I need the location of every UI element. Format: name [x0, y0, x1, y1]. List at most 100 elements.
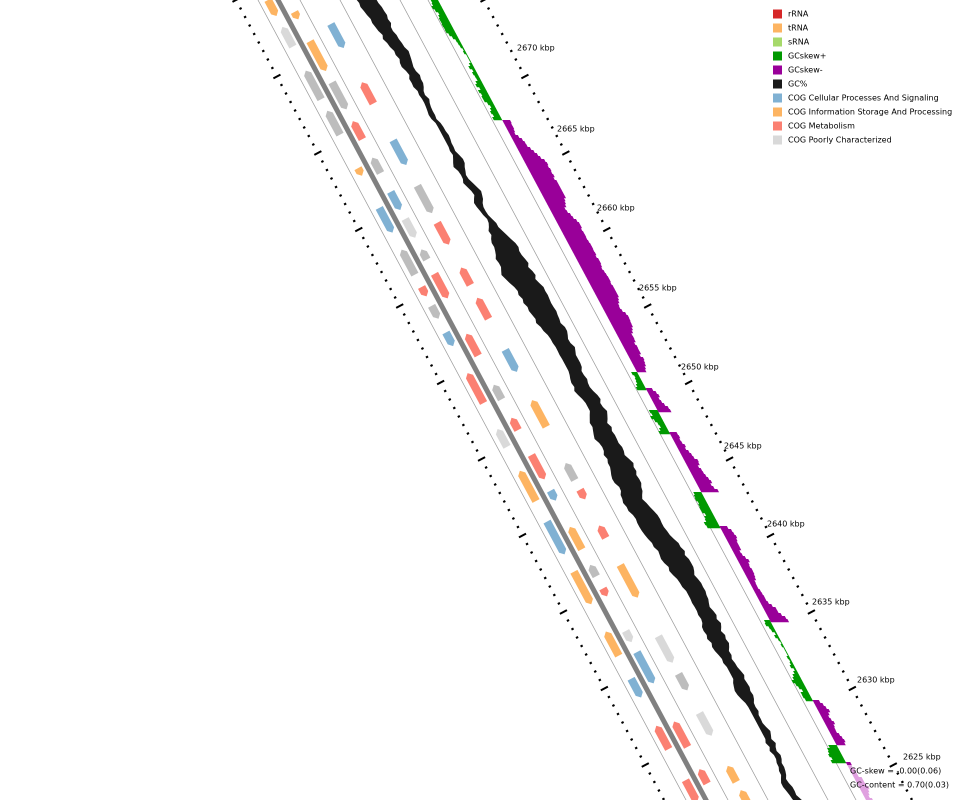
gc-skew-bar	[783, 647, 786, 651]
gc-skew-bar	[471, 72, 479, 76]
ruler-tick	[737, 474, 741, 478]
gc-skew-bar	[606, 315, 630, 319]
gene-arrow	[465, 373, 488, 405]
ruler-tick	[248, 24, 252, 27]
ruler-tick	[484, 466, 488, 469]
gene-feature	[576, 487, 587, 500]
gc-skew-bar	[492, 114, 501, 118]
gc-skew-bar	[479, 87, 487, 91]
ruler-tick	[425, 355, 429, 359]
gene-feature	[419, 249, 431, 262]
legend-label: rRNA	[788, 10, 809, 19]
tracks	[232, 0, 913, 800]
legend-swatch	[773, 37, 782, 47]
gc-skew-bar	[693, 477, 710, 481]
gc-skew-bar	[686, 465, 700, 469]
gc-skew-bar	[448, 33, 458, 37]
ruler-tick	[448, 398, 452, 401]
ruler-tick	[561, 150, 570, 156]
gc-skew-bar	[476, 78, 482, 82]
gc-skew-bar	[585, 276, 610, 280]
gc-skew-bar	[700, 510, 713, 514]
gc-skew-bar	[852, 774, 859, 778]
gene-arrow	[588, 564, 600, 579]
gc-skew-bar	[510, 135, 520, 139]
gc-skew-bar	[635, 369, 647, 373]
ruler-tick	[750, 500, 754, 503]
ruler-tick	[732, 466, 736, 469]
gene-arrow	[654, 725, 673, 751]
gc-skew-bar	[601, 306, 621, 310]
ruler-tick	[643, 303, 652, 309]
gc-skew-bar	[694, 480, 713, 484]
gc-skew-bar	[698, 504, 710, 508]
gc-skew-bar	[471, 69, 477, 73]
ruler-tick	[869, 721, 873, 724]
gc-skew-bar	[441, 24, 453, 28]
ruler-tick	[325, 168, 329, 172]
gene-feature	[616, 563, 640, 598]
gc-skew-bar	[657, 422, 666, 426]
gc-skew-bar	[677, 447, 687, 451]
gc-skew-bar	[764, 610, 779, 614]
gene-arrow	[695, 711, 714, 736]
gene-arrow	[697, 769, 711, 786]
gc-skew-bar	[459, 45, 464, 49]
scale-label: 2625 kbp	[903, 753, 941, 762]
gene-feature	[599, 586, 609, 597]
ruler-tick	[611, 704, 615, 707]
legend-label: tRNA	[788, 24, 809, 33]
gene-feature	[509, 417, 522, 432]
gc-skew-bar	[596, 297, 620, 301]
gene-arrow	[495, 429, 511, 449]
gene-arrow	[418, 285, 429, 297]
gc-skew-bar	[507, 129, 516, 133]
gc-skew-bar	[812, 700, 821, 704]
guide-line	[399, 0, 829, 800]
gc-skew-bar	[524, 162, 549, 166]
scale-label: 2670 kbp	[517, 44, 555, 53]
gc-skew-bar	[548, 207, 566, 211]
gc-skew-bar	[652, 400, 663, 404]
scale-label: 2635 kbp	[812, 598, 850, 607]
gc-skew-bar	[527, 168, 552, 172]
ruler-tick	[496, 24, 500, 27]
gene-feature	[389, 138, 408, 166]
gc-skew-bar	[656, 409, 672, 413]
gc-skew-bar	[616, 333, 633, 337]
legend-swatch	[773, 23, 782, 33]
gc-skew-bar	[670, 435, 681, 439]
gc-skew-bar	[749, 583, 758, 587]
ruler-tick	[334, 185, 338, 189]
ruler-tick	[846, 678, 850, 682]
gene-feature	[654, 725, 673, 751]
gc-skew-bar	[786, 653, 790, 657]
ruler-tick	[375, 262, 379, 265]
gene-feature	[530, 400, 550, 429]
ruler-tick	[498, 491, 502, 495]
gc-skew-bar	[830, 760, 847, 764]
legend-swatch	[773, 79, 782, 89]
gc-skew-bar	[645, 388, 654, 392]
ruler-tick	[361, 236, 365, 240]
gc-skew-bar	[696, 483, 712, 487]
gc-skew-bar	[683, 459, 699, 463]
gc-skew-bar	[691, 474, 707, 478]
ruler-tick	[591, 202, 595, 206]
ruler-tick	[587, 194, 591, 197]
ruler-tick	[623, 262, 627, 265]
gc-skew-bar	[469, 60, 472, 64]
gc-skew-bar	[531, 174, 555, 178]
ruler-tick	[261, 49, 265, 53]
gc-skew-bar	[566, 240, 590, 244]
gc-skew-bar	[722, 532, 735, 536]
gc-skew-bar	[480, 93, 490, 97]
ruler-tick	[650, 313, 654, 316]
gene-feature	[328, 80, 349, 110]
gc-skew-bar	[438, 18, 450, 22]
legend-label: GC%	[788, 80, 808, 89]
gc-skew-bar	[853, 777, 864, 781]
ruler-tick	[343, 202, 347, 206]
ruler-tick	[537, 100, 541, 104]
ruler-tick	[718, 440, 722, 444]
